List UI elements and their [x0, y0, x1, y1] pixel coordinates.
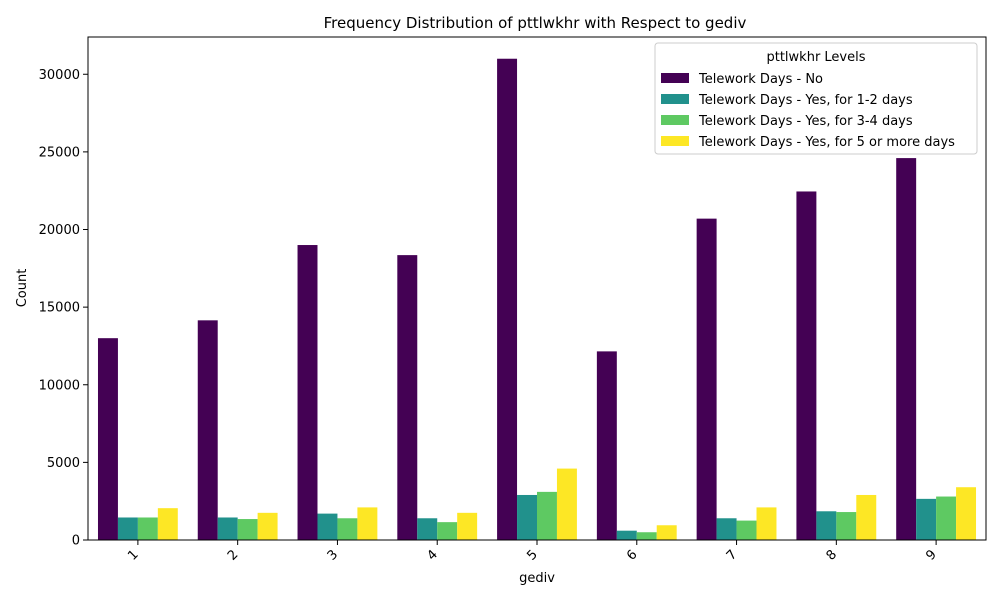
- bar: [397, 255, 418, 540]
- bar: [956, 487, 977, 540]
- bar: [257, 512, 278, 540]
- bar: [816, 511, 837, 540]
- bar: [137, 517, 158, 540]
- bar: [217, 517, 238, 540]
- legend-swatch: [661, 73, 689, 83]
- bar: [796, 191, 817, 540]
- bar: [297, 245, 318, 540]
- bar: [357, 507, 378, 540]
- bar: [497, 58, 518, 541]
- legend-swatch: [661, 94, 689, 104]
- bar: [117, 517, 138, 540]
- legend: pttlwkhr Levels Telework Days - No Telewo…: [654, 42, 978, 155]
- bar: [836, 512, 857, 540]
- bar: [237, 519, 258, 540]
- bar: [616, 530, 637, 540]
- y-tick-label: 5000: [47, 456, 80, 471]
- bar: [856, 494, 877, 540]
- y-axis-label: Count: [15, 269, 30, 308]
- legend-swatch: [661, 136, 689, 146]
- bar: [556, 468, 577, 540]
- x-axis-label: gediv: [519, 571, 555, 586]
- bar: [337, 518, 358, 540]
- bar: [896, 158, 917, 540]
- y-tick-label: 15000: [39, 301, 80, 316]
- bars-group: [97, 58, 977, 541]
- legend-title: pttlwkhr Levels: [766, 50, 865, 65]
- legend-box: [654, 42, 978, 155]
- bar: [517, 494, 537, 540]
- y-tick-label: 20000: [39, 223, 80, 238]
- bar: [417, 518, 438, 540]
- bar: [736, 520, 757, 540]
- bar: [457, 512, 478, 540]
- legend-entry-label: Telework Days - No: [698, 72, 823, 87]
- y-tick-label: 0: [72, 534, 80, 549]
- bar: [936, 496, 957, 540]
- bar: [97, 338, 118, 540]
- y-axis: 0 5000 10000 15000 20000 25000 30000: [39, 68, 88, 549]
- plot-frame: [87, 36, 987, 541]
- y-tick-label: 10000: [39, 378, 80, 393]
- legend-entry-label: Telework Days - Yes, for 1-2 days: [698, 93, 913, 108]
- legend-entry-label: Telework Days - Yes, for 3-4 days: [698, 114, 913, 129]
- y-tick-label: 30000: [39, 68, 80, 83]
- bar: [317, 513, 338, 540]
- chart-title: Frequency Distribution of pttlwkhr with …: [324, 14, 747, 32]
- bar: [197, 320, 218, 540]
- bar: [656, 525, 677, 540]
- bar: [157, 508, 178, 540]
- y-tick-label: 25000: [39, 145, 80, 160]
- bar: [756, 507, 777, 540]
- bar: [716, 518, 737, 540]
- legend-entry-label: Telework Days - Yes, for 5 or more days: [698, 135, 955, 150]
- bar: [537, 491, 557, 540]
- bar: [596, 351, 617, 540]
- bar: [636, 532, 657, 540]
- bar: [696, 218, 717, 540]
- bar: [916, 498, 937, 540]
- legend-swatch: [661, 115, 689, 125]
- bar: [437, 522, 458, 540]
